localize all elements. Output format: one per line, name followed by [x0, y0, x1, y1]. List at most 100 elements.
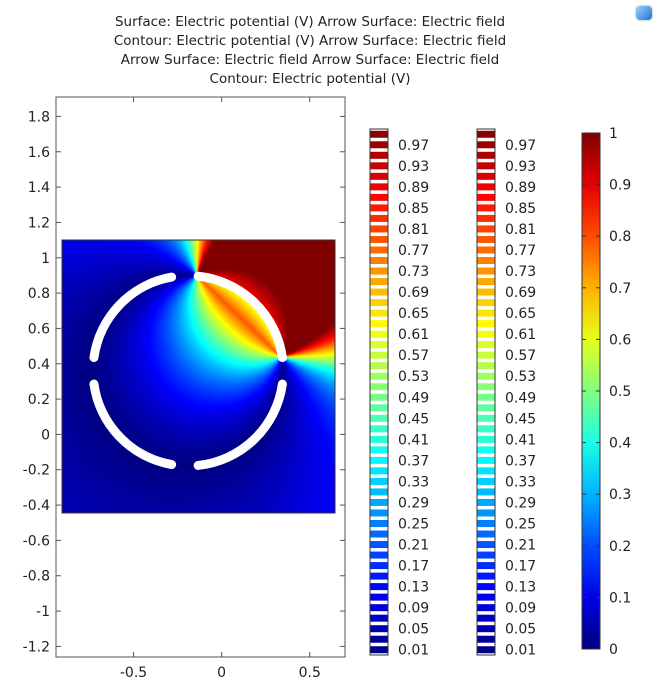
contour-level-swatch [477, 477, 495, 485]
contour-level-swatch [477, 320, 495, 328]
contour-level-swatch [477, 498, 495, 506]
contour-legend-label: 0.13 [505, 580, 536, 596]
x-tick-label: 0.5 [299, 665, 321, 681]
contour-level-swatch [477, 562, 495, 570]
contour-legend-label: 0.25 [398, 517, 429, 533]
contour-level-swatch [477, 456, 495, 464]
colorbar-label: 0.7 [609, 281, 631, 297]
contour-legend-label: 0.41 [398, 432, 429, 448]
contour-legend-label: 0.93 [505, 159, 536, 175]
title-line: Surface: Electric potential (V) Arrow Su… [114, 14, 506, 30]
y-tick-label: -1.2 [23, 639, 50, 655]
contour-level-swatch [370, 320, 388, 328]
contour-legend-label: 0.61 [505, 327, 536, 343]
contour-legend-label: 0.93 [398, 159, 429, 175]
window-icon[interactable] [636, 6, 652, 20]
contour-level-swatch [477, 204, 495, 212]
contour-legend-label: 0.69 [505, 285, 536, 301]
contour-level-swatch [477, 162, 495, 170]
contour-level-swatch [477, 351, 495, 359]
y-tick-label: 1 [41, 251, 50, 267]
contour-level-swatch [477, 509, 495, 517]
contour-level-swatch [477, 288, 495, 296]
contour-level-swatch [370, 604, 388, 612]
contour-legend-label: 0.81 [398, 222, 429, 238]
colorbar-label: 0.9 [609, 178, 631, 194]
contour-level-swatch [370, 635, 388, 643]
contour-level-swatch [477, 235, 495, 243]
contour-legend-label: 0.21 [398, 538, 429, 554]
contour-legend-label: 0.09 [505, 601, 536, 617]
contour-level-swatch [370, 488, 388, 496]
contour-level-swatch [477, 551, 495, 559]
contour-legend-label: 0.25 [505, 517, 536, 533]
contour-legend-label: 0.89 [505, 180, 536, 196]
y-tick-label: 1.2 [28, 215, 50, 231]
contour-level-swatch [370, 162, 388, 170]
contour-level-swatch [477, 299, 495, 307]
contour-legend-label: 0.57 [505, 348, 536, 364]
y-tick-label: -0.4 [23, 498, 50, 514]
x-tick-label: 0 [217, 665, 226, 681]
title-line: Contour: Electric potential (V) [209, 71, 411, 87]
contour-legend-label: 0.09 [398, 601, 429, 617]
electrode [89, 272, 177, 363]
contour-legend-label: 0.53 [505, 369, 536, 385]
title-line: Contour: Electric potential (V) Arrow Su… [113, 33, 507, 49]
contour-level-swatch [370, 551, 388, 559]
contour-legend-label: 0.37 [398, 453, 429, 469]
contour-level-swatch [370, 267, 388, 275]
contour-level-swatch [370, 246, 388, 254]
contour-legend-label: 0.49 [505, 390, 536, 406]
contour-level-swatch [370, 151, 388, 159]
colorbar-label: 0.4 [609, 436, 631, 452]
contour-level-swatch [477, 614, 495, 622]
y-tick-label: 1.4 [28, 180, 50, 196]
contour-level-swatch [477, 572, 495, 580]
y-tick-label: -0.8 [23, 569, 50, 585]
contour-level-swatch [477, 141, 495, 149]
contour-level-swatch [477, 330, 495, 338]
contour-level-swatch [370, 530, 388, 538]
contour-level-swatch [477, 309, 495, 317]
contour-level-swatch [477, 635, 495, 643]
x-tick-label: -0.5 [120, 665, 147, 681]
contour-legend-label: 0.65 [505, 306, 536, 322]
colorbar-label: 1 [609, 126, 618, 142]
contour-level-swatch [477, 488, 495, 496]
y-tick-label: -0.6 [23, 533, 50, 549]
contour-legend-label: 0.77 [398, 243, 429, 259]
contour-level-swatch [477, 130, 495, 138]
contour-legend-label: 0.17 [398, 559, 429, 575]
contour-legend-label: 0.13 [398, 580, 429, 596]
contour-level-swatch [477, 435, 495, 443]
contour-legend-label: 0.37 [505, 453, 536, 469]
contour-level-swatch [370, 130, 388, 138]
contour-legend-label: 0.77 [505, 243, 536, 259]
contour-level-swatch [370, 404, 388, 412]
contour-level-swatch [477, 183, 495, 191]
y-tick-label: 1.8 [28, 109, 50, 125]
contour-level-swatch [477, 362, 495, 370]
colorbar-label: 0 [609, 642, 618, 658]
contour-level-swatch [370, 614, 388, 622]
contour-level-swatch [370, 299, 388, 307]
domain-border [61, 239, 336, 514]
contour-level-swatch [477, 404, 495, 412]
contour-legend-label: 0.69 [398, 285, 429, 301]
contour-level-swatch [477, 467, 495, 475]
contour-legend-label: 0.85 [398, 201, 429, 217]
contour-legend-label: 0.05 [398, 622, 429, 638]
contour-legend-label: 0.01 [505, 643, 536, 659]
contour-legend-label: 0.45 [398, 411, 429, 427]
contour-level-swatch [370, 509, 388, 517]
y-tick-label: 0 [41, 427, 50, 443]
contour-level-swatch [370, 477, 388, 485]
contour-level-swatch [477, 151, 495, 159]
contour-legend-label: 0.85 [505, 201, 536, 217]
contour-legend-label: 0.61 [398, 327, 429, 343]
contour-level-swatch [370, 372, 388, 380]
contour-legend-label: 0.57 [398, 348, 429, 364]
contour-level-swatch [477, 625, 495, 633]
